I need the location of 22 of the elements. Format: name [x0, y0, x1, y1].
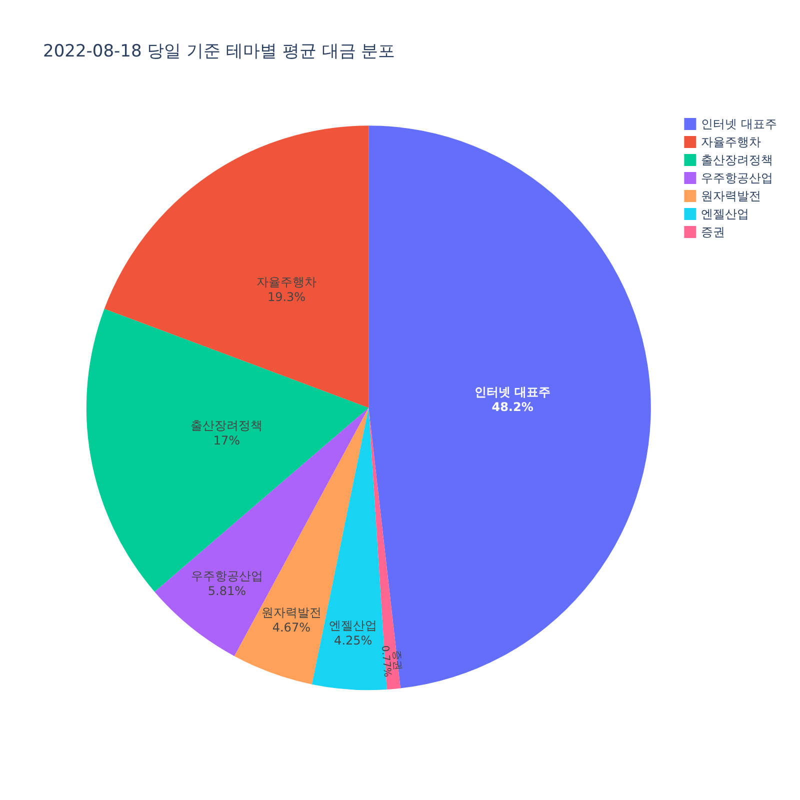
slice-label: 인터넷 대표주	[474, 385, 551, 400]
slice-label: 자율주행차	[256, 274, 317, 289]
legend-label: 엔젤산업	[701, 207, 750, 221]
slice-label: 증권	[390, 650, 404, 671]
data-label: 5.81%	[208, 584, 246, 598]
chart-title: 2022-08-18 당일 기준 테마별 평균 대금 분포	[43, 42, 396, 62]
slice-label: 우주항공산업	[190, 569, 263, 584]
data-label: 4.25%	[334, 634, 372, 648]
slice-label: 원자력발전	[261, 606, 322, 620]
data-label: 19.3%	[267, 290, 306, 304]
slice-label: 엔젤산업	[329, 618, 378, 633]
slice-label: 출산장려정책	[190, 418, 263, 433]
data-label: 48.2%	[492, 400, 534, 414]
legend-label: 원자력발전	[701, 189, 762, 203]
legend-label: 자율주행차	[701, 135, 762, 149]
data-label: 4.67%	[272, 620, 310, 635]
data-label: 0.77%	[378, 645, 393, 678]
legend-label: 인터넷 대표주	[701, 117, 778, 131]
legend-label: 우주항공산업	[701, 171, 774, 185]
data-label: 17%	[213, 434, 240, 448]
legend-label: 출산장려정책	[701, 153, 774, 167]
legend-label: 증권	[701, 225, 726, 239]
